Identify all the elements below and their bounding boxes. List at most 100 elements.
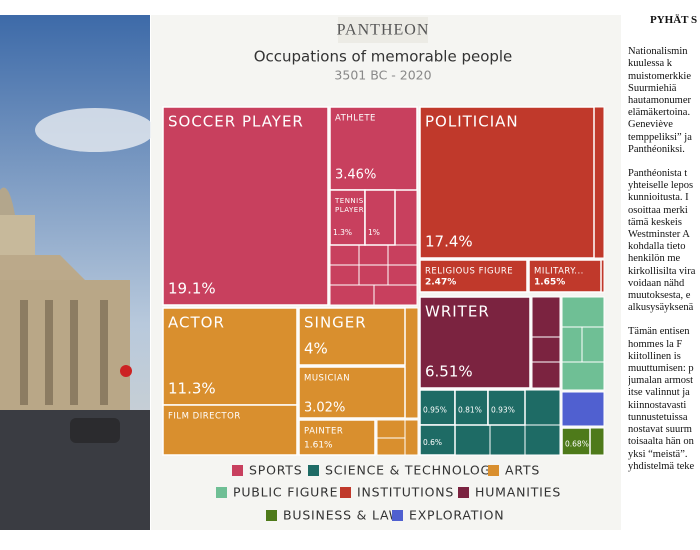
legend-swatch	[340, 487, 351, 498]
tile-label: SINGER	[304, 314, 367, 332]
tile	[487, 389, 526, 426]
text-line: Suurmiehiä	[628, 82, 677, 94]
tile	[162, 106, 329, 306]
text-line: muuttumisen: p	[628, 363, 694, 375]
tile-label: MILITARY...	[534, 267, 584, 277]
value-label: 1.3%	[333, 228, 352, 237]
text-line: itse valinnut ja	[628, 387, 690, 399]
text-line: kunnioitusta. I	[628, 192, 689, 204]
text-line: Panthéoniksi.	[628, 143, 685, 155]
photo	[0, 15, 155, 530]
tile	[454, 389, 489, 426]
value-label: 19.1%	[168, 280, 216, 298]
tile	[419, 106, 595, 259]
legend-label: EXPLORATION	[409, 508, 504, 523]
chart-subtitle: 3501 BC - 2020	[334, 68, 431, 83]
paragraph: Nationalismin kuulessa k muistomerkkie Suur…	[628, 46, 700, 156]
text-line: Nationalismin	[628, 46, 688, 58]
header-label: PANTHEON	[337, 22, 430, 39]
text-line: yhteiselle lepos	[628, 180, 694, 192]
value-label: 0.81%	[458, 406, 482, 415]
text-line: henkilön me	[628, 253, 681, 265]
tile-label: ATHLETE	[335, 114, 376, 124]
value-label: 3.02%	[304, 401, 345, 416]
text-line: hautamonumer	[628, 95, 691, 107]
tile-label-line: TENNIS	[334, 197, 364, 205]
legend-swatch	[458, 487, 469, 498]
text-line: Geneviève	[628, 119, 673, 131]
legend-swatch	[216, 487, 227, 498]
value-label: 1.61%	[304, 441, 333, 451]
tile	[298, 366, 406, 419]
tile	[162, 307, 298, 406]
text-line: yhdistelmä teke	[628, 460, 695, 472]
value-label: 6.51%	[425, 363, 473, 381]
text-line: voidaan nähd	[628, 277, 685, 289]
text-line: jumalan armost	[628, 375, 694, 387]
text-line: yksi “meistä”.	[628, 448, 688, 460]
tile	[528, 259, 602, 293]
text-line: tunnustetuissa	[628, 411, 688, 423]
text-line: hommes la F	[628, 338, 683, 350]
legend-swatch	[488, 465, 499, 476]
tile	[419, 424, 456, 456]
value-label: 1%	[368, 228, 380, 237]
tile	[561, 427, 591, 456]
text-line: Westminster A	[628, 229, 690, 241]
text-line: nostavat suurm	[628, 424, 692, 436]
text-line: kohdalla tieto	[628, 241, 686, 253]
text-line: osoittaa merki	[628, 204, 688, 216]
value-label: 2.47%	[425, 278, 456, 288]
article: PYHÄT S Nationalismin kuulessa k muistomerk…	[628, 14, 700, 485]
article-title: PYHÄT S	[650, 14, 698, 26]
text-line: alkusysäyksenä	[628, 302, 694, 314]
text-line: kuulessa k	[628, 58, 673, 70]
tile-label: SOCCER PLAYER	[168, 113, 304, 131]
tile	[162, 404, 298, 456]
text-line: Tämän entisen	[628, 326, 690, 338]
tile	[419, 259, 528, 293]
page-visual: PANTHEON Occupations of memorable people…	[0, 15, 621, 530]
tile-label: TENNIS PLAYER	[334, 197, 364, 214]
legend-swatch	[232, 465, 243, 476]
tile	[329, 106, 418, 191]
tile	[298, 419, 376, 456]
value-label: 0.93%	[491, 406, 515, 415]
legend-swatch	[266, 510, 277, 521]
value-label: 11.3%	[168, 380, 216, 398]
text-line: muistomerkkie	[628, 70, 691, 82]
text-line: kiitollinen is	[628, 350, 681, 362]
tile-label-line: PLAYER	[335, 206, 364, 214]
paragraph: Panthéonista t yhteiselle lepos kunnioitus…	[628, 168, 700, 314]
chart-title: Occupations of memorable people	[254, 48, 513, 66]
text-line: Panthéonista t	[628, 168, 688, 180]
value-label: 0.6%	[423, 438, 442, 447]
header-box	[338, 17, 428, 43]
tile-label: RELIGIOUS FIGURE	[425, 267, 513, 277]
minor-tiles	[329, 106, 605, 456]
tile-label: ACTOR	[168, 314, 225, 332]
tile	[364, 189, 396, 246]
legend-label: PUBLIC FIGURE	[233, 485, 338, 500]
legend-label: INSTITUTIONS	[357, 485, 454, 500]
text-line: kirkollisilta vira	[628, 265, 696, 277]
value-label: 3.46%	[335, 168, 376, 183]
tile	[298, 307, 406, 366]
legend-label: HUMANITIES	[475, 485, 561, 500]
tile-label: WRITER	[425, 303, 490, 321]
value-label: 1.65%	[534, 278, 565, 288]
legend-label: SCIENCE & TECHNOLOGY	[325, 463, 499, 478]
legend-label: BUSINESS & LAW	[283, 508, 402, 523]
value-label: 0.68%	[565, 440, 589, 449]
legend-label: ARTS	[505, 463, 540, 478]
value-label: 4%	[304, 340, 328, 358]
legend-label: SPORTS	[249, 463, 302, 478]
legend-swatch	[392, 510, 403, 521]
text-line: muutoksesta, e	[628, 290, 691, 302]
legend-swatch	[308, 465, 319, 476]
text-line: temppeliksi” ja	[628, 131, 692, 143]
text-line: kiinnostavasti	[628, 399, 687, 411]
tile-label: PAINTER	[304, 427, 343, 437]
